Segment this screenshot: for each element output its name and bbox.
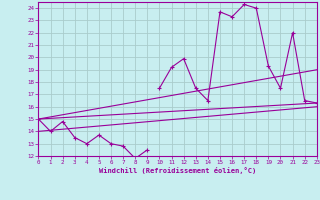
X-axis label: Windchill (Refroidissement éolien,°C): Windchill (Refroidissement éolien,°C) [99, 167, 256, 174]
